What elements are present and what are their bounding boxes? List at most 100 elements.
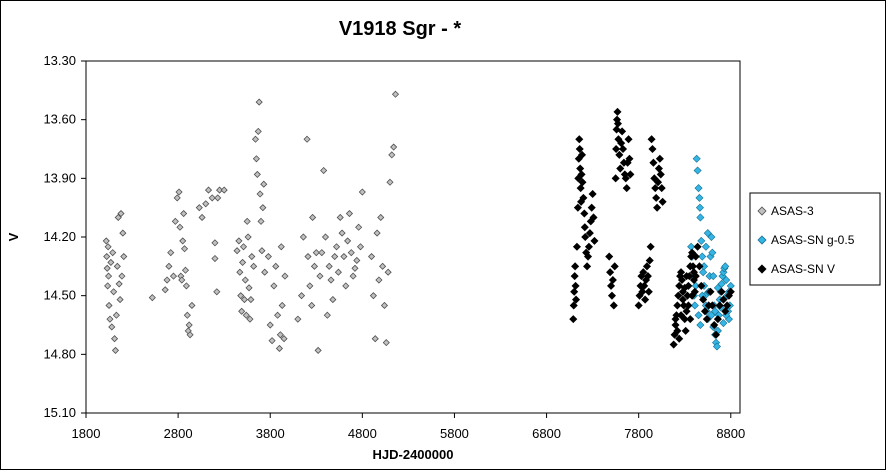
data-point	[251, 135, 260, 143]
data-point	[695, 193, 704, 202]
data-point	[692, 154, 701, 163]
data-point	[198, 213, 206, 222]
data-point	[208, 194, 216, 202]
legend-label: ASAS-SN V	[771, 262, 835, 276]
data-point	[120, 252, 128, 261]
data-point	[276, 331, 284, 339]
data-point	[113, 262, 121, 270]
data-point	[681, 326, 690, 335]
data-point	[308, 301, 316, 310]
data-point	[220, 186, 228, 194]
data-point	[195, 204, 203, 212]
data-point	[671, 320, 680, 330]
data-point	[580, 223, 589, 232]
y-tick-label: 14.80	[43, 346, 76, 361]
data-point	[239, 258, 247, 266]
data-point	[708, 248, 717, 257]
data-point	[253, 170, 261, 178]
data-point	[618, 127, 627, 136]
data-point	[615, 150, 624, 159]
data-point	[256, 190, 264, 198]
data-point	[105, 301, 113, 310]
data-point	[656, 170, 665, 179]
data-point	[626, 170, 635, 179]
data-point	[618, 144, 628, 154]
data-point	[651, 184, 660, 193]
series-2	[569, 107, 735, 349]
data-point	[641, 295, 650, 304]
data-point	[701, 242, 710, 251]
data-point	[241, 276, 249, 284]
data-point	[616, 164, 625, 173]
data-point	[638, 287, 647, 296]
legend-box	[749, 192, 881, 286]
data-point	[375, 276, 383, 284]
series-layer	[102, 90, 735, 354]
data-point	[677, 311, 686, 320]
data-point	[111, 346, 120, 354]
data-point	[710, 320, 719, 330]
data-point	[238, 307, 246, 315]
data-point	[570, 272, 579, 281]
data-point	[572, 242, 581, 251]
data-point	[688, 291, 697, 300]
x-tick-label: 2800	[164, 426, 193, 441]
data-point	[254, 127, 262, 135]
data-point	[575, 135, 584, 144]
data-point	[653, 178, 663, 187]
data-point	[697, 236, 706, 245]
data-point	[642, 262, 651, 271]
data-point	[327, 276, 335, 284]
data-point	[264, 252, 272, 261]
data-point	[115, 280, 123, 288]
data-point	[693, 166, 702, 175]
data-point	[578, 178, 587, 187]
data-point	[712, 342, 721, 351]
data-point	[694, 184, 703, 193]
data-point	[578, 150, 587, 159]
y-tick-label: 14.50	[43, 288, 76, 303]
data-point	[329, 296, 337, 304]
x-axis: 1800 2800 3800 4800 5800 6800 7800 8800	[72, 413, 745, 441]
data-point	[691, 252, 700, 261]
data-point	[719, 319, 728, 328]
data-point	[696, 320, 705, 330]
data-point	[569, 301, 578, 310]
data-point	[388, 151, 396, 159]
x-tick-label: 8800	[716, 426, 745, 441]
data-point	[607, 281, 616, 290]
data-point	[373, 229, 381, 237]
x-tick-label: 7800	[624, 426, 653, 441]
data-point	[696, 213, 705, 222]
data-point	[675, 334, 684, 343]
data-point	[110, 288, 118, 296]
data-point	[215, 186, 224, 194]
data-point	[643, 272, 652, 281]
data-point	[103, 264, 111, 272]
data-point	[109, 249, 117, 257]
data-point	[702, 315, 711, 324]
data-point	[671, 315, 680, 324]
data-point	[235, 237, 243, 245]
data-point	[709, 272, 718, 281]
data-point	[624, 135, 633, 144]
data-point	[281, 272, 289, 280]
data-point	[678, 295, 687, 304]
data-point	[320, 166, 328, 175]
data-point	[173, 194, 181, 202]
data-point	[355, 223, 363, 231]
data-point	[233, 247, 241, 255]
data-point	[294, 315, 302, 323]
data-point	[684, 281, 693, 290]
data-point	[386, 178, 394, 186]
data-point	[569, 315, 578, 324]
x-tick-label: 6800	[532, 426, 561, 441]
data-point	[612, 144, 621, 154]
data-point	[576, 184, 585, 193]
data-point	[719, 295, 728, 304]
data-point	[213, 288, 221, 296]
data-point	[108, 323, 116, 331]
legend-label: ASAS-3	[771, 204, 814, 218]
data-point	[644, 287, 653, 296]
data-point	[114, 213, 122, 222]
